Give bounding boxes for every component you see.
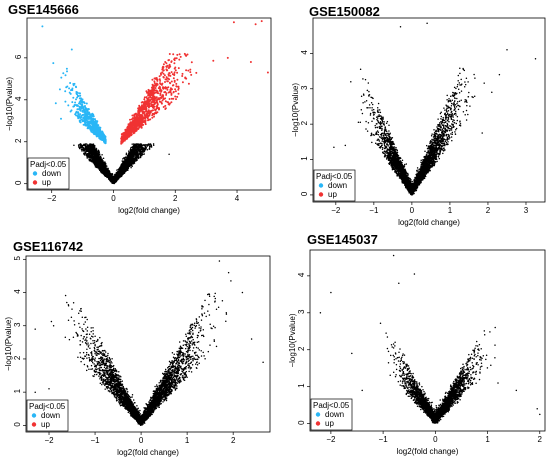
y-tick-label: 3 (297, 309, 306, 314)
legend-title: Padj<0.05 (313, 401, 350, 410)
y-tick-label: 5 (13, 256, 22, 261)
x-tick-label: −1 (369, 206, 379, 215)
y-tick-label: 4 (14, 96, 23, 101)
volcano-panel-2: GSE150082 −2 −1 0 1 2 3 0 1 2 3 4 log2(fold change) −… (291, 4, 546, 227)
volcano-panel-4: GSE145037 −2 −1 0 1 2 0 1 2 3 4 log2(fold change) −l… (288, 232, 546, 456)
scatter-points (333, 22, 537, 196)
y-axis-label: −log10(Pvalue) (288, 313, 297, 367)
volcano-panel-3: GSE116742 −2 −1 0 1 2 0 1 2 3 4 5 log2(fold change) −… (4, 239, 271, 457)
points-not-significant (319, 254, 541, 424)
x-axis-label: log2(fold change) (397, 447, 459, 456)
y-tick-label: 6 (14, 54, 23, 59)
points-not-significant (34, 260, 264, 427)
x-tick-label: −1 (379, 435, 389, 444)
y-tick-label: 2 (297, 346, 306, 351)
y-tick-label: 0 (14, 180, 23, 185)
scatter-points (34, 260, 264, 427)
legend-marker-down (315, 412, 321, 417)
x-tick-label: 0 (410, 206, 415, 215)
y-tick-label: 2 (14, 138, 23, 143)
y-tick-label: 0 (297, 420, 306, 425)
y-tick-label: 1 (297, 383, 306, 388)
plot-frame (312, 17, 546, 203)
x-tick-label: 4 (235, 194, 240, 203)
legend-item-down: down (325, 410, 344, 419)
y-tick-label: 4 (297, 272, 306, 277)
y-tick-label: 4 (300, 50, 309, 55)
y-tick-label: 0 (300, 191, 309, 196)
x-tick-label: 1 (448, 206, 453, 215)
x-tick-label: 0 (139, 436, 144, 445)
plot-frame (26, 17, 272, 191)
legend-marker-up (318, 192, 324, 197)
x-tick-label: −2 (326, 435, 336, 444)
scatter-points (319, 254, 541, 424)
legend-marker-down (318, 183, 324, 188)
legend-item-down: down (42, 169, 61, 178)
legend-title: Padj<0.05 (316, 172, 353, 181)
panel-title: GSE145037 (307, 232, 378, 247)
y-tick-label: 2 (300, 120, 309, 125)
x-tick-label: 2 (538, 435, 543, 444)
y-tick-label: 1 (300, 156, 309, 161)
plot-frame (309, 249, 546, 432)
y-axis-label: −log10(Pvalue) (291, 83, 300, 137)
x-tick-label: 2 (231, 436, 236, 445)
y-tick-label: 1 (13, 388, 22, 393)
x-tick-label: −2 (331, 206, 341, 215)
y-tick-label: 3 (13, 322, 22, 327)
y-axis-label: −log10(Pvalue) (4, 317, 13, 371)
x-axis-label: log2(fold change) (118, 206, 180, 215)
y-tick-label: 3 (300, 85, 309, 90)
legend-title: Padj<0.05 (30, 160, 67, 169)
x-tick-label: −2 (47, 194, 57, 203)
legend-marker-down (31, 413, 37, 418)
y-tick-label: 0 (13, 422, 22, 427)
scatter-points (41, 20, 269, 185)
panel-title: GSE116742 (13, 239, 83, 254)
volcano-panel-1: GSE145666 −2 0 2 4 0 2 4 6 log2(fold change) −log1… (5, 2, 272, 215)
y-axis-label: −log10(Pvalue) (5, 77, 14, 131)
points-not-significant (333, 22, 537, 196)
x-tick-label: 0 (433, 435, 438, 444)
x-tick-label: 3 (524, 206, 529, 215)
legend-title: Padj<0.05 (29, 402, 66, 411)
x-axis-label: log2(fold change) (398, 218, 460, 227)
x-tick-label: 2 (173, 194, 178, 203)
legend-marker-up (315, 421, 321, 426)
y-tick-label: 2 (13, 355, 22, 360)
points-up (120, 20, 269, 145)
legend-marker-down (32, 171, 38, 176)
legend-item-up: up (42, 178, 51, 187)
panel-title: GSE145666 (8, 2, 79, 17)
legend-item-up: up (328, 190, 337, 199)
legend-item-down: down (41, 411, 60, 420)
legend-item-up: up (41, 420, 50, 429)
x-tick-label: −2 (44, 436, 54, 445)
points-down (41, 25, 107, 145)
legend-item-down: down (328, 181, 347, 190)
legend-marker-up (31, 422, 37, 427)
x-tick-label: −1 (90, 436, 100, 445)
x-tick-label: 1 (185, 436, 190, 445)
legend-item-up: up (325, 419, 334, 428)
x-axis-label: log2(fold change) (117, 448, 179, 457)
x-tick-label: 1 (485, 435, 490, 444)
panel-title: GSE150082 (309, 4, 380, 19)
points-not-significant (54, 143, 170, 185)
plot-frame (25, 255, 271, 433)
legend-marker-up (32, 180, 38, 185)
x-tick-label: 0 (111, 194, 116, 203)
x-tick-label: 2 (486, 206, 491, 215)
y-tick-label: 4 (13, 289, 22, 294)
